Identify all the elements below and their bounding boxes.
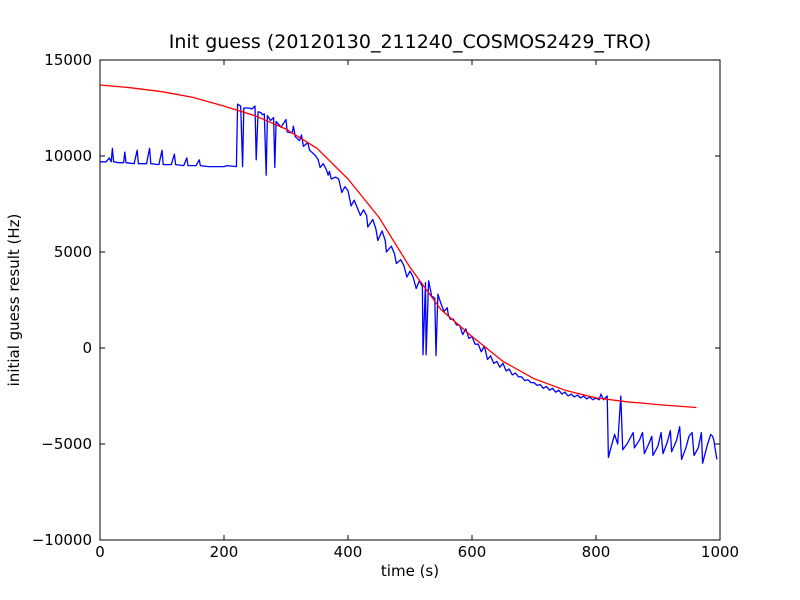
x-tick-label: 200 [210, 543, 239, 561]
y-tick-label: 10000 [44, 147, 92, 165]
y-tick-label: 0 [82, 339, 92, 357]
x-tick-label: 1000 [701, 543, 739, 561]
x-axis-label: time (s) [381, 562, 439, 580]
x-tick-label: 600 [458, 543, 487, 561]
y-tick-label: 15000 [44, 51, 92, 69]
y-tick-label: −5000 [41, 435, 92, 453]
x-axis: 0 200 400 600 800 1000 [95, 60, 739, 561]
plot-area [99, 59, 721, 541]
x-tick-label: 0 [95, 543, 105, 561]
plot-frame [99, 59, 721, 541]
x-tick-label: 400 [334, 543, 363, 561]
y-tick-label: 5000 [54, 243, 92, 261]
y-axis: 15000 10000 5000 0 −5000 −10000 [32, 51, 720, 549]
y-tick-label: −10000 [32, 531, 92, 549]
y-axis-label: initial guess result (Hz) [5, 214, 23, 387]
series-layer [99, 84, 718, 464]
x-tick-label: 800 [582, 543, 611, 561]
series-line-1 [99, 84, 697, 409]
series-line-0 [100, 103, 718, 464]
chart-title: Init guess (20120130_211240_COSMOS2429_T… [169, 31, 651, 53]
